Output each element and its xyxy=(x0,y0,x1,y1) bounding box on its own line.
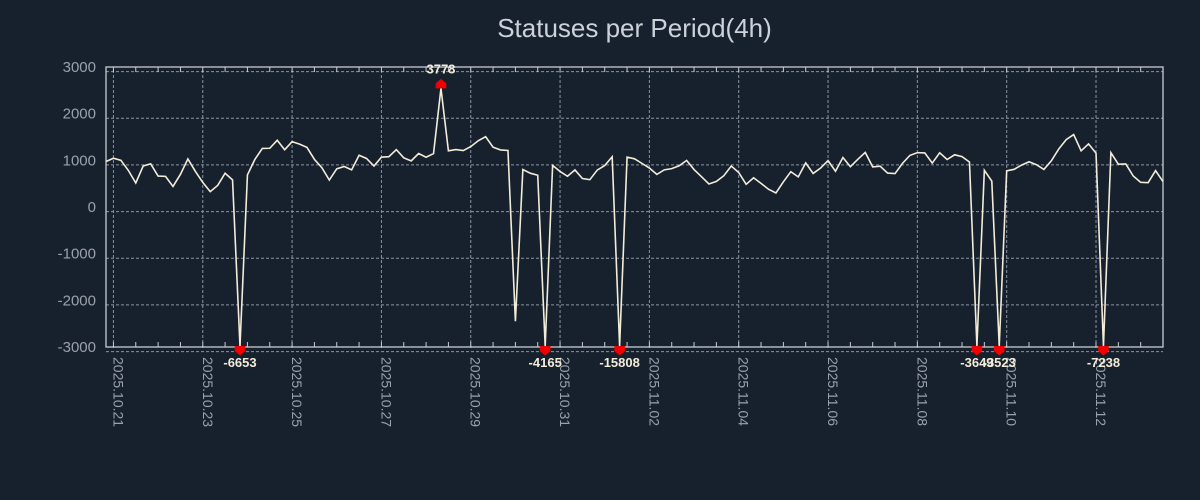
svg-text:1000: 1000 xyxy=(63,152,96,169)
svg-text:0: 0 xyxy=(88,199,96,216)
svg-text:2025.11.04: 2025.11.04 xyxy=(736,357,752,426)
svg-text:-6653: -6653 xyxy=(223,355,256,370)
svg-text:2025.10.23: 2025.10.23 xyxy=(200,357,216,427)
svg-text:-15808: -15808 xyxy=(599,355,639,370)
svg-text:2025.10.21: 2025.10.21 xyxy=(110,357,126,427)
svg-text:2025.10.29: 2025.10.29 xyxy=(468,357,484,427)
svg-text:Statuses per Period(4h): Statuses per Period(4h) xyxy=(497,13,772,43)
svg-text:2025.11.06: 2025.11.06 xyxy=(825,357,841,426)
svg-text:-2000: -2000 xyxy=(58,292,96,309)
svg-text:3778: 3778 xyxy=(426,61,455,76)
svg-text:2025.10.27: 2025.10.27 xyxy=(378,357,394,427)
svg-text:3000: 3000 xyxy=(63,59,96,76)
svg-text:-7238: -7238 xyxy=(1087,355,1120,370)
svg-text:2000: 2000 xyxy=(63,106,96,123)
svg-text:-3000: -3000 xyxy=(58,339,96,356)
svg-text:-3523: -3523 xyxy=(983,355,1016,370)
svg-text:2025.11.02: 2025.11.02 xyxy=(646,357,662,426)
svg-text:-4165: -4165 xyxy=(529,355,562,370)
svg-text:2025.10.25: 2025.10.25 xyxy=(289,357,305,427)
svg-text:-1000: -1000 xyxy=(58,246,96,263)
svg-text:2025.11.08: 2025.11.08 xyxy=(914,357,930,426)
